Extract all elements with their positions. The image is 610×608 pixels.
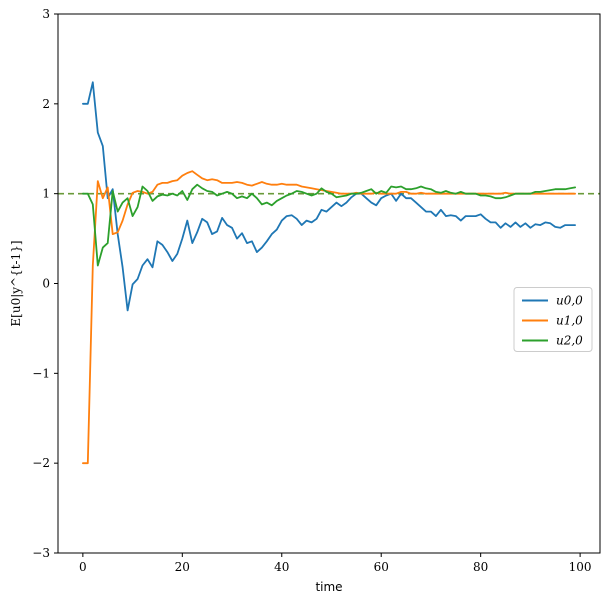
legend-box xyxy=(513,287,593,352)
x-tick-label: 60 xyxy=(374,560,389,574)
y-tick-label: −1 xyxy=(32,366,50,380)
y-tick-label: −3 xyxy=(32,546,50,560)
y-tick-label: 0 xyxy=(42,277,50,291)
x-tick-label: 0 xyxy=(79,560,87,574)
axes: 0 20 40 60 80 100 −3 −2 −1 0 1 2 3 time E[u0|y^{t-1}] xyxy=(9,7,601,594)
x-tick-label: 100 xyxy=(569,560,592,574)
x-tick-label: 80 xyxy=(473,560,488,574)
y-tick-label: −2 xyxy=(32,456,50,470)
plot-area xyxy=(58,81,600,465)
series-group xyxy=(82,81,576,465)
y-tick-label: 2 xyxy=(42,97,50,111)
legend-label-1: u1,0 xyxy=(556,314,583,328)
x-tick-label: 40 xyxy=(274,560,289,574)
series-line-2 xyxy=(82,183,576,267)
y-axis-title: E[u0|y^{t-1}] xyxy=(9,240,23,326)
x-tick-label: 20 xyxy=(175,560,190,574)
legend-label-0: u0,0 xyxy=(556,294,583,308)
legend-label-2: u2,0 xyxy=(556,334,583,348)
y-tick-label: 3 xyxy=(42,7,50,21)
series-line-0 xyxy=(82,81,576,312)
y-tick-label: 1 xyxy=(42,187,50,201)
series-line-1 xyxy=(82,170,576,465)
legend: u0,0 u1,0 u2,0 xyxy=(513,287,593,352)
x-axis-title: time xyxy=(315,580,342,594)
